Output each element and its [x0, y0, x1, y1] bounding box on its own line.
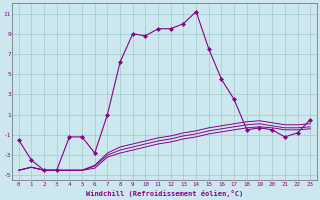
X-axis label: Windchill (Refroidissement éolien,°C): Windchill (Refroidissement éolien,°C) [86, 190, 243, 197]
